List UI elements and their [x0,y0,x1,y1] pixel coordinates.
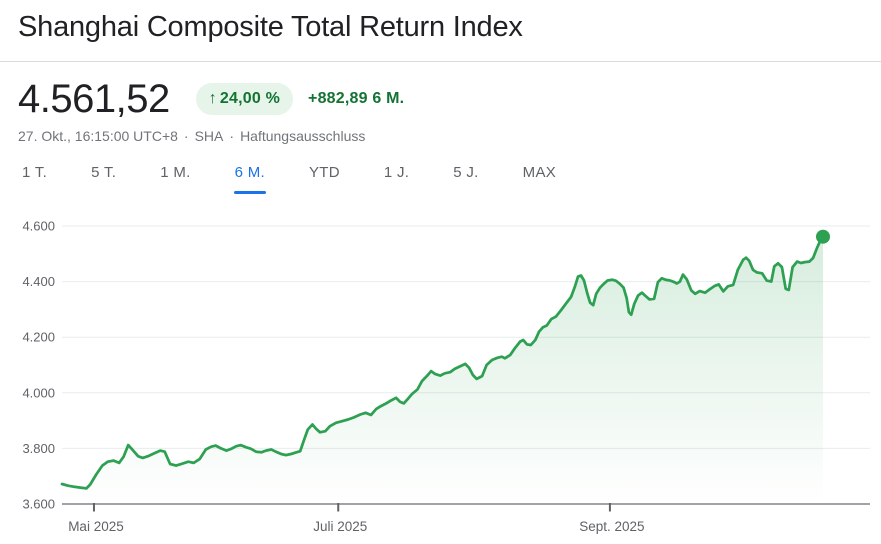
change-absolute: +882,89 6 M. [308,90,404,108]
tab-max[interactable]: MAX [522,158,557,194]
tab-5-t[interactable]: 5 T. [90,158,117,194]
change-absolute-value: +882,89 [308,90,368,107]
y-tick-label: 4.600 [22,219,55,234]
x-tick-label: Juli 2025 [313,519,367,534]
y-tick-label: 4.000 [22,385,55,400]
change-percent-badge: ↑ 24,00 % [195,83,294,115]
x-tick-label: Sept. 2025 [579,519,644,534]
y-tick-label: 4.200 [22,330,55,345]
quote-summary: 4.561,52 ↑ 24,00 % +882,89 6 M. [18,76,404,122]
y-tick-label: 4.400 [22,274,55,289]
range-tabs: 1 T. 5 T. 1 M. 6 M. YTD 1 J. 5 J. MAX [21,158,557,194]
header-divider [0,61,881,62]
y-tick-label: 3.600 [22,497,55,512]
tab-6-m[interactable]: 6 M. [233,158,267,194]
series-area [62,236,823,504]
series-line [60,235,825,490]
timestamp: 27. Okt., 16:15:00 UTC+8 [18,128,178,144]
quote-meta: 27. Okt., 16:15:00 UTC+8 · SHA · Haftung… [18,128,365,144]
tab-ytd[interactable]: YTD [308,158,341,194]
meta-separator: · [229,128,235,144]
current-price: 4.561,52 [18,76,170,121]
tab-5-j[interactable]: 5 J. [452,158,479,194]
tab-1-m[interactable]: 1 M. [159,158,191,194]
change-percent-value: 24,00 % [219,90,281,107]
page-title: Shanghai Composite Total Return Index [18,11,523,43]
chart-canvas: 4.600 4.400 4.200 4.000 3.800 3.600 Mai 2025 Ju… [22,219,870,534]
up-arrow-icon: ↑ [208,90,217,107]
tab-1-t[interactable]: 1 T. [21,158,48,194]
disclaimer-link[interactable]: Haftungsausschluss [240,128,366,144]
meta-separator: · [183,128,189,144]
tab-1-j[interactable]: 1 J. [383,158,410,194]
change-period-label: 6 M. [372,90,405,107]
x-tick-label: Mai 2025 [68,519,124,534]
exchange-code: SHA [194,128,224,144]
y-tick-label: 3.800 [22,441,55,456]
price-chart[interactable]: 4.600 4.400 4.200 4.000 3.800 3.600 Mai 2025 Ju… [0,205,881,544]
last-point-marker [816,229,830,244]
